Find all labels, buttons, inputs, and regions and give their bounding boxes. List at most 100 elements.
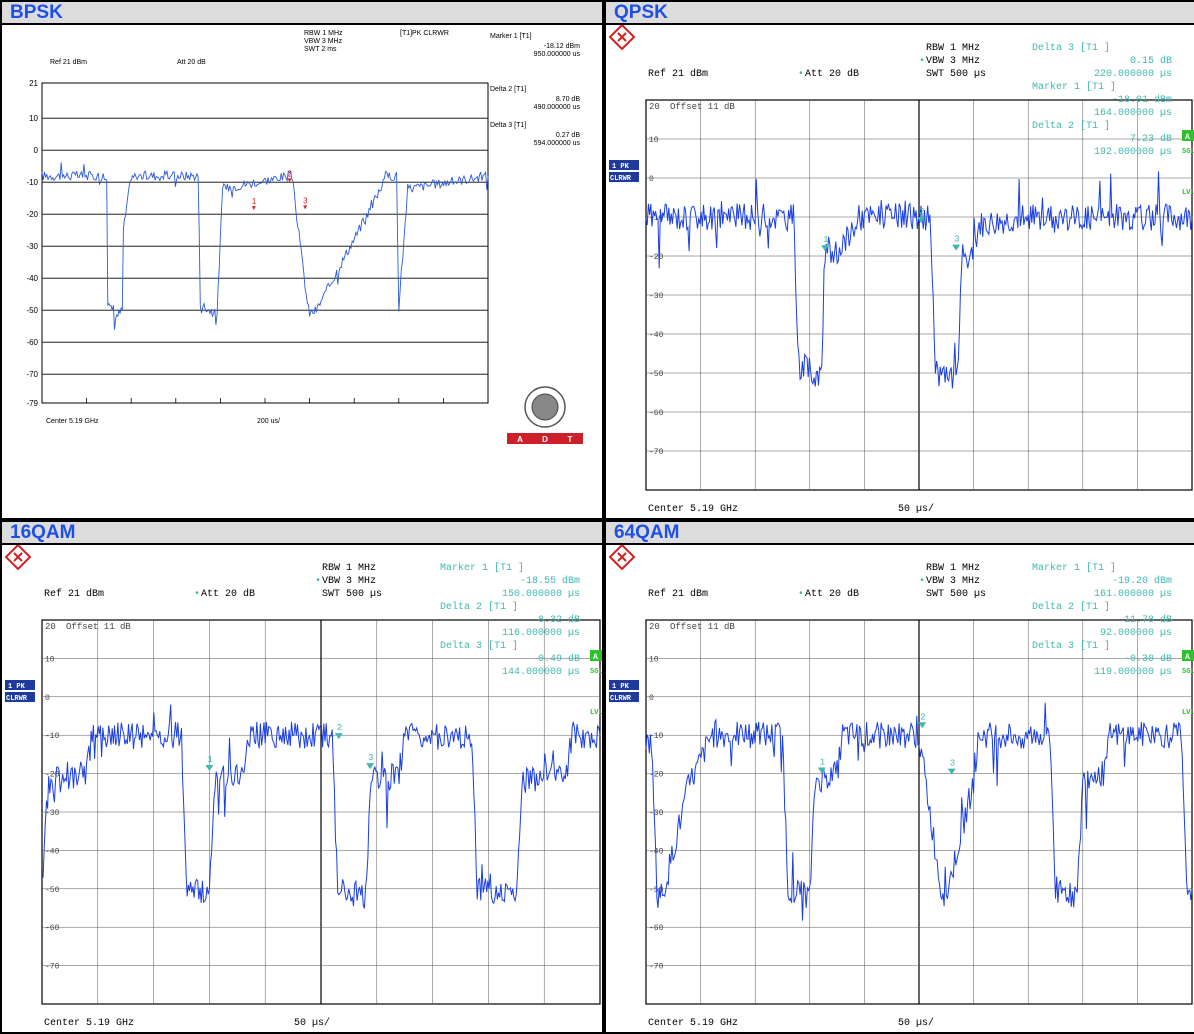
marker-value: -0.30 dB bbox=[1124, 653, 1172, 665]
rbw-label: RBW 1 MHz bbox=[304, 30, 343, 37]
marker-position: 164.000000 µs bbox=[1094, 108, 1172, 119]
marker-number: 2 bbox=[919, 207, 924, 217]
y-tick-label: -79 bbox=[26, 399, 38, 408]
y-tick-label: -20 bbox=[45, 771, 60, 780]
y-tick-label: -60 bbox=[649, 409, 664, 418]
y-tick-label: -10 bbox=[45, 732, 60, 741]
marker-position: 119.000000 µs bbox=[1094, 667, 1172, 678]
ref-level-label: Ref 21 dBm bbox=[648, 68, 708, 80]
y-tick-label: 20 bbox=[45, 622, 56, 632]
marker-position: 92.000000 µs bbox=[1100, 628, 1172, 639]
trace-indicator: 1 PK bbox=[612, 683, 630, 691]
y-tick-label: -20 bbox=[26, 210, 38, 219]
marker-label: Delta 3 [T1] bbox=[490, 122, 526, 129]
marker-number: 1 bbox=[252, 197, 257, 206]
y-tick-label: 21 bbox=[29, 79, 38, 88]
attenuation-label: Att 20 dB bbox=[805, 588, 859, 600]
att-bullet: • bbox=[194, 589, 200, 600]
y-tick-label: -10 bbox=[649, 732, 664, 741]
spectrum-trace bbox=[645, 702, 1193, 921]
marker-value: -19.20 dBm bbox=[1112, 575, 1172, 587]
panel-header: 64QAM bbox=[606, 522, 1194, 545]
a-indicator: A bbox=[1185, 653, 1190, 662]
marker-number: 3 bbox=[303, 196, 308, 205]
offset-label: Offset 11 dB bbox=[670, 622, 735, 632]
a-indicator-box bbox=[590, 650, 602, 661]
marker-position: 192.000000 µs bbox=[1094, 147, 1172, 158]
sgl-indicator: SGL bbox=[1182, 148, 1194, 156]
y-tick-label: -30 bbox=[649, 292, 664, 301]
span-per-div-label: 50 µs/ bbox=[898, 503, 934, 515]
rbw-label: RBW 1 MHz bbox=[926, 43, 980, 54]
vbw-label: VBW 3 MHz bbox=[322, 576, 376, 587]
trace-mode-label: [T1]PK CLRWR bbox=[400, 30, 449, 37]
center-frequency-label: Center 5.19 GHz bbox=[46, 418, 99, 425]
trace-mode: CLRWR bbox=[610, 175, 632, 183]
panel-64qam: 64QAM RBW 1 MHz • VBW 3 MHz SWT 500 µs Ref 2… bbox=[606, 522, 1194, 1032]
marker-value: 11.78 dB bbox=[1124, 614, 1172, 626]
marker-symbol bbox=[952, 244, 961, 251]
marker-value: 7.23 dB bbox=[1130, 133, 1172, 145]
marker-label: Marker 1 [T1 ] bbox=[1032, 562, 1116, 574]
y-tick-label: 20 bbox=[649, 102, 660, 112]
rs-logo-cross bbox=[617, 552, 627, 562]
y-tick-label: -70 bbox=[26, 370, 38, 379]
y-tick-label: -50 bbox=[45, 886, 60, 895]
att-bullet: • bbox=[798, 69, 804, 80]
spectrum-trace bbox=[41, 162, 489, 330]
marker-number: 1 bbox=[820, 758, 825, 768]
y-tick-label: -40 bbox=[26, 274, 38, 283]
center-frequency-label: Center 5.19 GHz bbox=[648, 1018, 738, 1029]
marker-value: 0.15 dB bbox=[1130, 55, 1172, 67]
trace-indicator: 1 PK bbox=[612, 163, 630, 171]
adt-letter: T bbox=[568, 435, 573, 444]
marker-label: Delta 2 [T1] bbox=[490, 86, 526, 93]
marker-number: 1 bbox=[207, 755, 212, 765]
marker-symbol bbox=[821, 245, 830, 252]
offset-label: Offset 11 dB bbox=[66, 622, 131, 632]
marker-symbol bbox=[303, 205, 308, 210]
y-tick-label: -60 bbox=[649, 924, 664, 933]
rs-logo-cross bbox=[13, 552, 23, 562]
marker-value: 0.27 dB bbox=[556, 132, 580, 139]
y-tick-label: 10 bbox=[29, 114, 38, 123]
lvl-indicator: LVL bbox=[1182, 189, 1194, 197]
adt-letter: A bbox=[517, 435, 523, 444]
span-per-div-label: 200 us/ bbox=[257, 418, 280, 425]
center-frequency-label: Center 5.19 GHz bbox=[44, 1018, 134, 1029]
panel-title: 16QAM bbox=[10, 522, 76, 543]
attenuation-label: Att 20 dB bbox=[805, 68, 859, 80]
y-tick-label: 20 bbox=[649, 622, 660, 632]
marker-number: 3 bbox=[954, 235, 959, 245]
seal-inner-figure bbox=[531, 393, 559, 421]
y-tick-label: -30 bbox=[45, 809, 60, 818]
sgl-indicator: SGL bbox=[590, 668, 602, 676]
panel-header: QPSK bbox=[606, 2, 1194, 25]
y-tick-label: -30 bbox=[649, 809, 664, 818]
vbw-label: VBW 3 MHz bbox=[926, 56, 980, 67]
marker-symbol bbox=[205, 765, 214, 772]
panel-16qam: 16QAM RBW 1 MHz • VBW 3 MHz SWT 500 µs Ref 2… bbox=[2, 522, 602, 1032]
sgl-indicator: SGL bbox=[1182, 668, 1194, 676]
panel-bpsk: BPSK 21 10 0 -10 -20 -30 -40 -50 -60 -70 -79 RBW 1 … bbox=[2, 2, 602, 518]
y-tick-label: 0 bbox=[34, 146, 39, 155]
span-per-div-label: 50 µs/ bbox=[294, 1017, 330, 1029]
trace-indicator: 1 PK bbox=[8, 683, 26, 691]
y-tick-label: -60 bbox=[26, 338, 38, 347]
panel-header: 16QAM bbox=[2, 522, 602, 545]
marker-label: Delta 2 [T1 ] bbox=[1032, 120, 1110, 132]
trace-mode-box bbox=[5, 692, 35, 702]
offset-label: Offset 11 dB bbox=[670, 102, 735, 112]
trace-mode-box bbox=[609, 692, 639, 702]
ref-level-label: Ref 21 dBm bbox=[44, 588, 104, 600]
marker-value: -18.12 dBm bbox=[544, 43, 580, 50]
marker-label: Delta 3 [T1 ] bbox=[1032, 42, 1110, 54]
adt-banner bbox=[507, 433, 583, 444]
y-tick-label: -20 bbox=[649, 771, 664, 780]
y-tick-label: -40 bbox=[649, 847, 664, 856]
y-tick-label: -70 bbox=[45, 963, 60, 972]
